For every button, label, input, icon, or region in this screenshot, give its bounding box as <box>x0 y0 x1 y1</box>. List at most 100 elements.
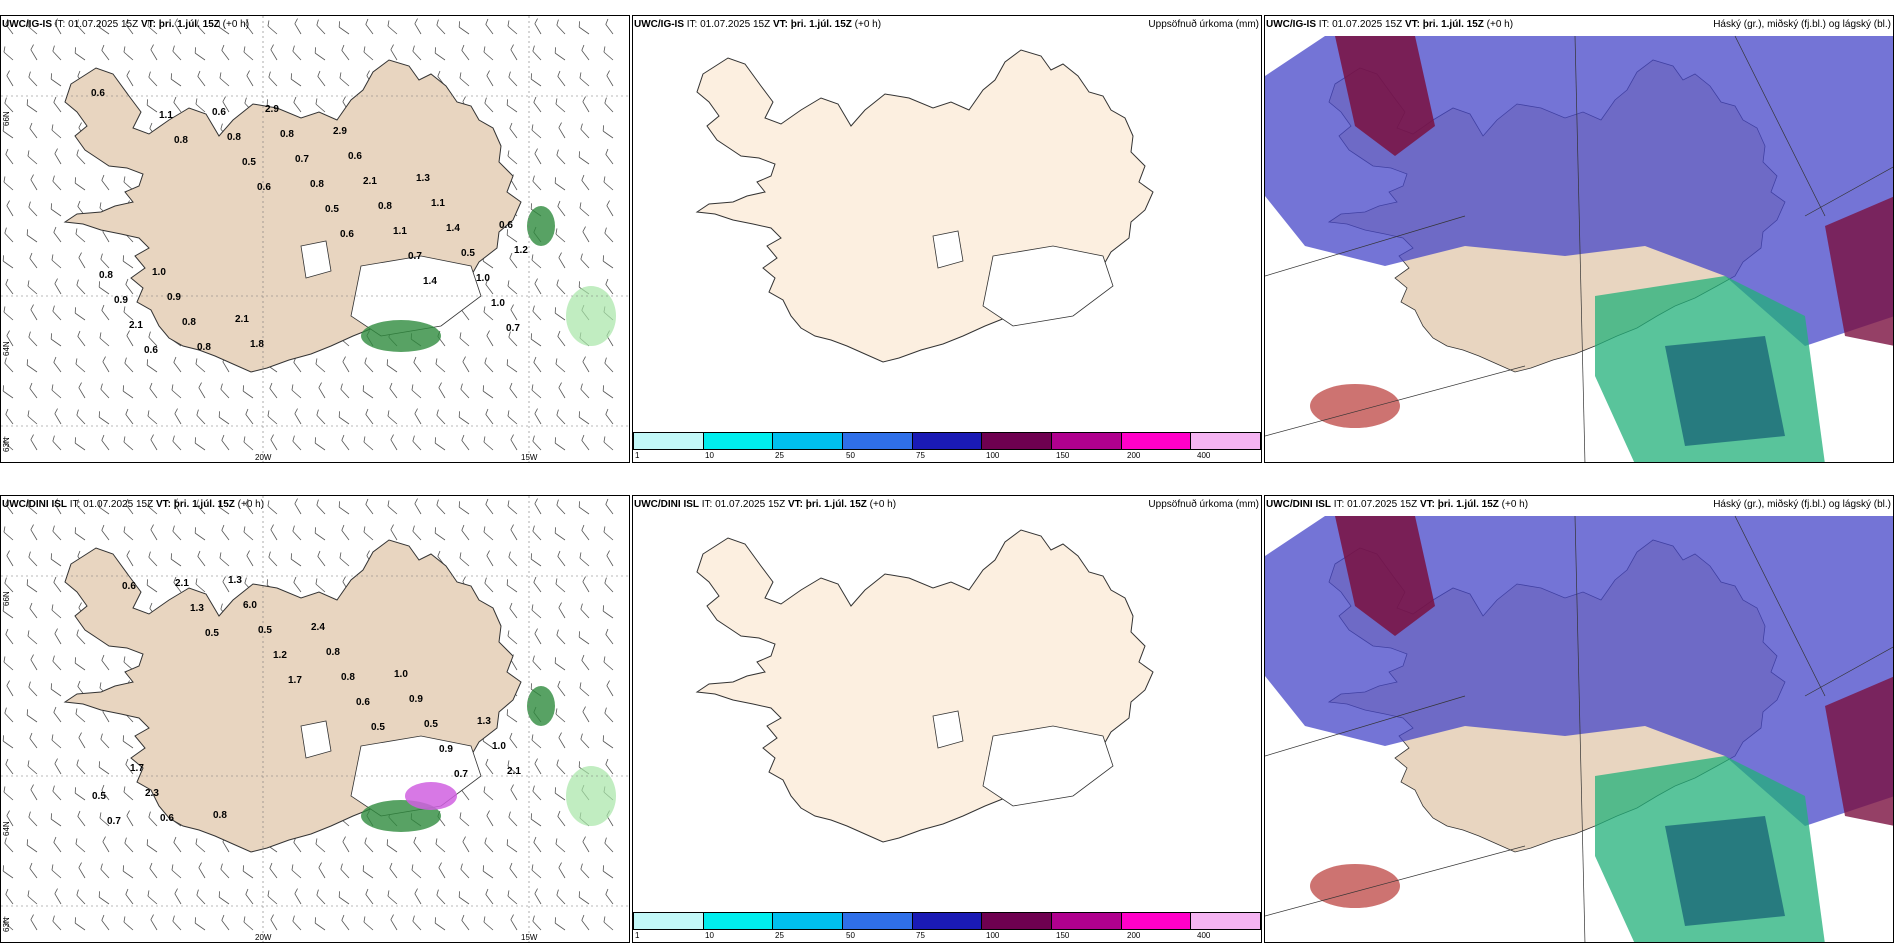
accumulated-precip-panel: UWC/IG-IS IT: 01.07.2025 15Z VT: þri. 1.… <box>632 15 1262 463</box>
wind-barb <box>507 20 518 35</box>
wind-barb <box>581 914 590 931</box>
wind-barb <box>76 629 86 645</box>
wind-barb <box>534 498 542 515</box>
wind-barb <box>363 916 374 931</box>
wind-barb <box>580 123 590 139</box>
wind-barb <box>268 551 278 567</box>
precip-value-label: 0.7 <box>107 816 121 827</box>
glacier <box>982 245 1114 327</box>
wind-barb <box>220 863 230 879</box>
wind-barb <box>555 708 566 723</box>
wind-barb <box>51 864 62 879</box>
wind-barb <box>293 836 302 853</box>
wind-barb <box>100 733 110 749</box>
colorbar-segment <box>912 913 983 929</box>
wind-barb <box>342 836 350 853</box>
wind-barb <box>221 434 230 451</box>
wind-barb <box>582 706 590 723</box>
wind-barb <box>411 864 422 879</box>
precip-value-label: 0.8 <box>213 810 227 821</box>
wind-barb <box>101 434 110 451</box>
wind-barb <box>218 891 230 905</box>
colorbar-segment <box>1191 433 1261 449</box>
glacier <box>932 710 964 749</box>
wind-barb <box>581 44 590 61</box>
wind-barb <box>318 382 326 399</box>
wind-barb <box>338 411 350 425</box>
wind-barb <box>509 602 518 619</box>
precip-value-label: 0.8 <box>341 672 355 683</box>
wind-barb <box>438 382 446 399</box>
wind-barb <box>246 550 254 567</box>
wind-barb <box>557 550 566 567</box>
lat-label-63n: 63N <box>2 437 11 452</box>
wind-barb <box>292 435 302 451</box>
wind-barb <box>270 44 278 61</box>
precip-value-label: 0.6 <box>160 813 174 824</box>
wind-barb <box>28 331 38 347</box>
wind-barb <box>508 811 518 827</box>
wind-barb <box>483 916 494 931</box>
precip-value-label: 1.2 <box>273 650 287 661</box>
wind-barb <box>52 175 62 191</box>
wind-barb <box>75 838 86 853</box>
wind-barb <box>26 709 38 723</box>
wind-barb <box>603 526 614 541</box>
wind-barb <box>29 862 38 879</box>
wind-barb <box>485 408 494 425</box>
wind-barb <box>436 499 446 515</box>
wind-barb <box>194 47 206 61</box>
wind-barb <box>434 917 446 931</box>
wind-barb <box>602 865 614 879</box>
wind-barb <box>172 45 182 61</box>
wind-barb <box>76 279 86 295</box>
wind-barb <box>197 70 206 87</box>
wind-barb <box>78 732 86 749</box>
wind-barb <box>98 411 110 425</box>
wind-barb <box>269 382 278 399</box>
wind-barb <box>150 44 158 61</box>
wind-barb <box>290 553 302 567</box>
wind-barb <box>124 837 134 853</box>
wind-barb <box>555 228 566 243</box>
precip-value-label: 1.4 <box>446 223 460 234</box>
precip-value-label: 1.3 <box>477 716 491 727</box>
wind-barb <box>51 254 62 269</box>
wind-barb <box>174 888 182 905</box>
colorbar-label: 25 <box>775 931 784 940</box>
wind-barb <box>532 785 542 801</box>
wind-barb <box>532 655 542 671</box>
wind-barb <box>52 655 62 671</box>
wind-barb <box>242 385 254 399</box>
wind-barb <box>270 524 278 541</box>
wind-barb <box>581 434 590 451</box>
wind-barb <box>290 73 302 87</box>
precip-value-label: 0.5 <box>325 204 339 215</box>
wind-barb <box>387 500 398 515</box>
wind-barb <box>534 628 542 645</box>
wind-barb <box>318 862 326 879</box>
wind-barb <box>340 863 350 879</box>
wind-barb <box>486 550 494 567</box>
wind-barb <box>125 498 134 515</box>
wind-barb <box>602 255 614 269</box>
wind-barb <box>556 629 566 645</box>
precip-area <box>527 686 555 726</box>
colorbar-label: 75 <box>916 451 925 460</box>
wind-barb <box>245 408 254 425</box>
wind-barb <box>462 356 470 373</box>
wind-barb <box>533 576 542 593</box>
wind-barb <box>123 46 134 61</box>
wind-barb <box>531 124 542 139</box>
wind-barb <box>291 384 302 399</box>
wind-barb <box>531 734 542 749</box>
wind-barb <box>26 839 38 853</box>
wind-barb <box>338 891 350 905</box>
wind-barb <box>196 409 206 425</box>
wind-barb <box>101 44 110 61</box>
lat-label-64n: 64N <box>2 341 11 356</box>
precip-value-label: 0.8 <box>182 317 196 328</box>
wind-barb <box>604 97 614 113</box>
wind-barb <box>578 411 590 425</box>
wind-barb <box>218 21 230 35</box>
